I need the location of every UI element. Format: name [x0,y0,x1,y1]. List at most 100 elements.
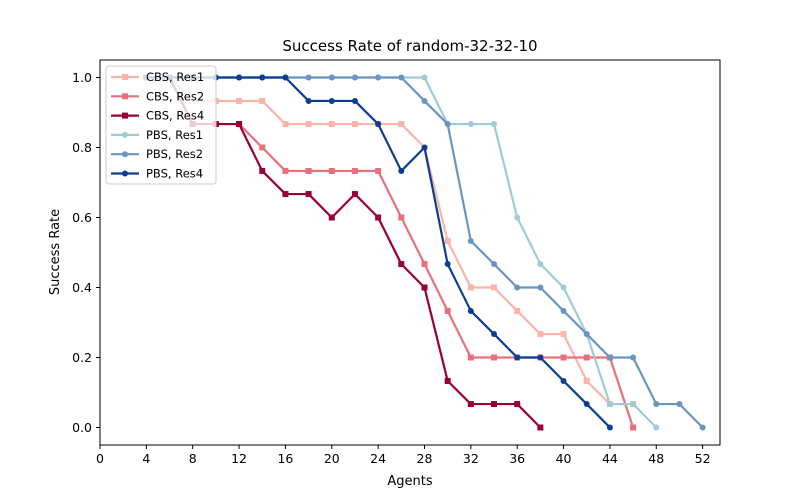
legend-label: PBS, Res2 [146,147,203,161]
series-line [146,76,635,428]
legend-marker [122,151,128,158]
x-tick-label: 48 [648,451,664,466]
data-point [375,121,382,128]
data-point [491,121,498,128]
data-point [444,121,451,128]
data-point [351,167,358,174]
data-point [398,214,405,221]
data-point [467,237,474,244]
y-tick-label: 0.2 [72,350,92,365]
data-point [444,237,451,244]
data-point [375,74,382,81]
legend-marker [122,131,128,138]
data-point [583,377,590,384]
legend-item: PBS, Res4 [111,167,203,181]
data-point [491,401,498,408]
data-point [653,424,660,431]
data-point [537,261,544,268]
data-point [560,307,567,314]
data-point [305,191,312,198]
y-tick-label: 0.6 [72,210,92,225]
legend-label: PBS, Res4 [146,167,203,181]
data-point [282,74,289,81]
x-tick-label: 12 [231,451,247,466]
data-point [421,74,428,81]
legend-item: PBS, Res1 [111,128,203,142]
data-point [467,121,474,128]
x-tick-label: 52 [695,451,711,466]
data-point [351,97,358,104]
legend-item: PBS, Res2 [111,147,203,161]
series-pbs-res2 [143,74,706,431]
series-pbs-res1 [143,74,660,431]
legend-label: CBS, Res2 [146,89,204,103]
legend-label: CBS, Res1 [146,70,204,84]
data-point [537,354,544,361]
data-point [537,284,544,291]
data-point [560,354,567,361]
plot-frame [99,59,721,446]
data-point [351,74,358,81]
data-point [467,401,474,408]
x-tick-label: 32 [463,451,479,466]
y-tick-label: 0.4 [72,280,92,295]
legend-label: CBS, Res4 [146,109,204,123]
x-axis-label: Agents [387,474,432,489]
data-point [514,214,521,221]
data-point [305,167,312,174]
data-point [259,97,266,104]
data-point [630,401,637,408]
data-point [491,331,498,338]
data-point [699,424,706,431]
data-point [444,307,451,314]
x-tick-label: 16 [277,451,293,466]
data-point [421,284,428,291]
x-tick-label: 28 [417,451,433,466]
x-tick-label: 8 [189,451,197,466]
x-axis: 0 4 8 12 16 20 24 28 32 36 40 44 48 52 [96,445,711,466]
data-point [282,167,289,174]
data-point [236,74,243,81]
data-point [351,121,358,128]
data-point [583,331,590,338]
data-point [305,97,312,104]
data-point [328,121,335,128]
series-line [146,76,704,429]
plot-area [143,74,706,431]
x-tick-label: 4 [142,451,150,466]
data-point [328,74,335,81]
data-point [282,191,289,198]
data-point [467,284,474,291]
legend-marker [122,170,128,177]
x-tick-label: 24 [370,451,386,466]
legend: CBS, Res1 CBS, Res2 CBS, Res4 PBS, Res1 PBS,… [105,65,217,185]
y-axis-label: Success Rate [48,209,63,295]
data-point [491,284,498,291]
data-point [444,377,451,384]
data-point [537,331,544,338]
y-tick-label: 0.8 [72,140,92,155]
data-point [560,284,567,291]
data-point [236,97,243,104]
data-point [630,354,637,361]
chart-title: Success Rate of random-32-32-10 [282,37,537,55]
data-point [491,354,498,361]
data-point [514,284,521,291]
data-point [583,354,590,361]
legend-item: CBS, Res4 [111,109,204,123]
series-line [146,76,634,406]
data-point [514,307,521,314]
x-tick-label: 44 [602,451,618,466]
data-point [467,307,474,314]
data-point [537,424,544,431]
data-point [259,74,266,81]
legend-item: CBS, Res2 [111,89,204,103]
data-point [328,97,335,104]
data-point [606,424,613,431]
data-point [259,144,266,151]
data-point [398,261,405,268]
data-point [305,74,312,81]
x-tick-label: 36 [509,451,525,466]
